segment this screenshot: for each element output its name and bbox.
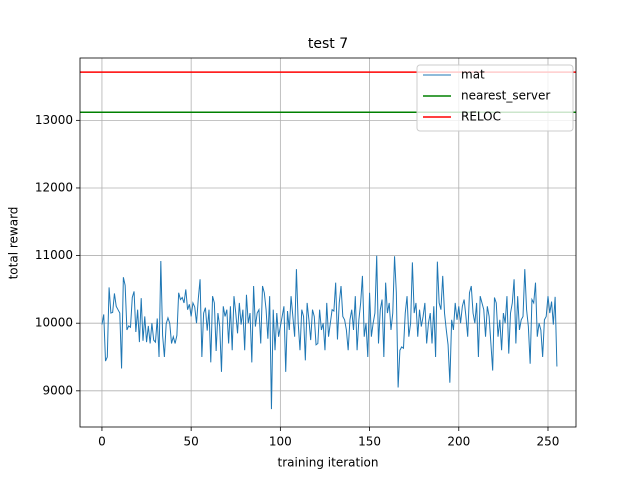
y-tick-label: 10000 (35, 316, 73, 330)
x-tick-label: 50 (184, 435, 199, 449)
y-tick-label: 12000 (35, 180, 73, 194)
x-tick-label: 0 (98, 435, 106, 449)
x-tick-label: 250 (537, 435, 560, 449)
x-tick-label: 150 (358, 435, 381, 449)
x-tick-label: 100 (269, 435, 292, 449)
legend-label: nearest_server (461, 89, 550, 103)
y-tick-label: 13000 (35, 113, 73, 127)
legend-label: mat (461, 68, 485, 82)
y-axis-label: total reward (7, 207, 21, 280)
chart-title: test 7 (308, 36, 348, 52)
ticks: 0 50 100 150 200 250 9000 10000 11000 12000 13000 (35, 113, 560, 449)
y-tick-label: 9000 (42, 383, 73, 397)
legend-label: RELOC (461, 110, 501, 124)
x-tick-label: 200 (447, 435, 470, 449)
axes-frame (79, 57, 577, 428)
legend-box (416, 64, 574, 132)
legend: mat nearest_server RELOC (416, 64, 574, 132)
data-line (101, 255, 558, 410)
y-tick-label: 11000 (35, 248, 73, 262)
x-axis-label: training iteration (278, 456, 379, 470)
